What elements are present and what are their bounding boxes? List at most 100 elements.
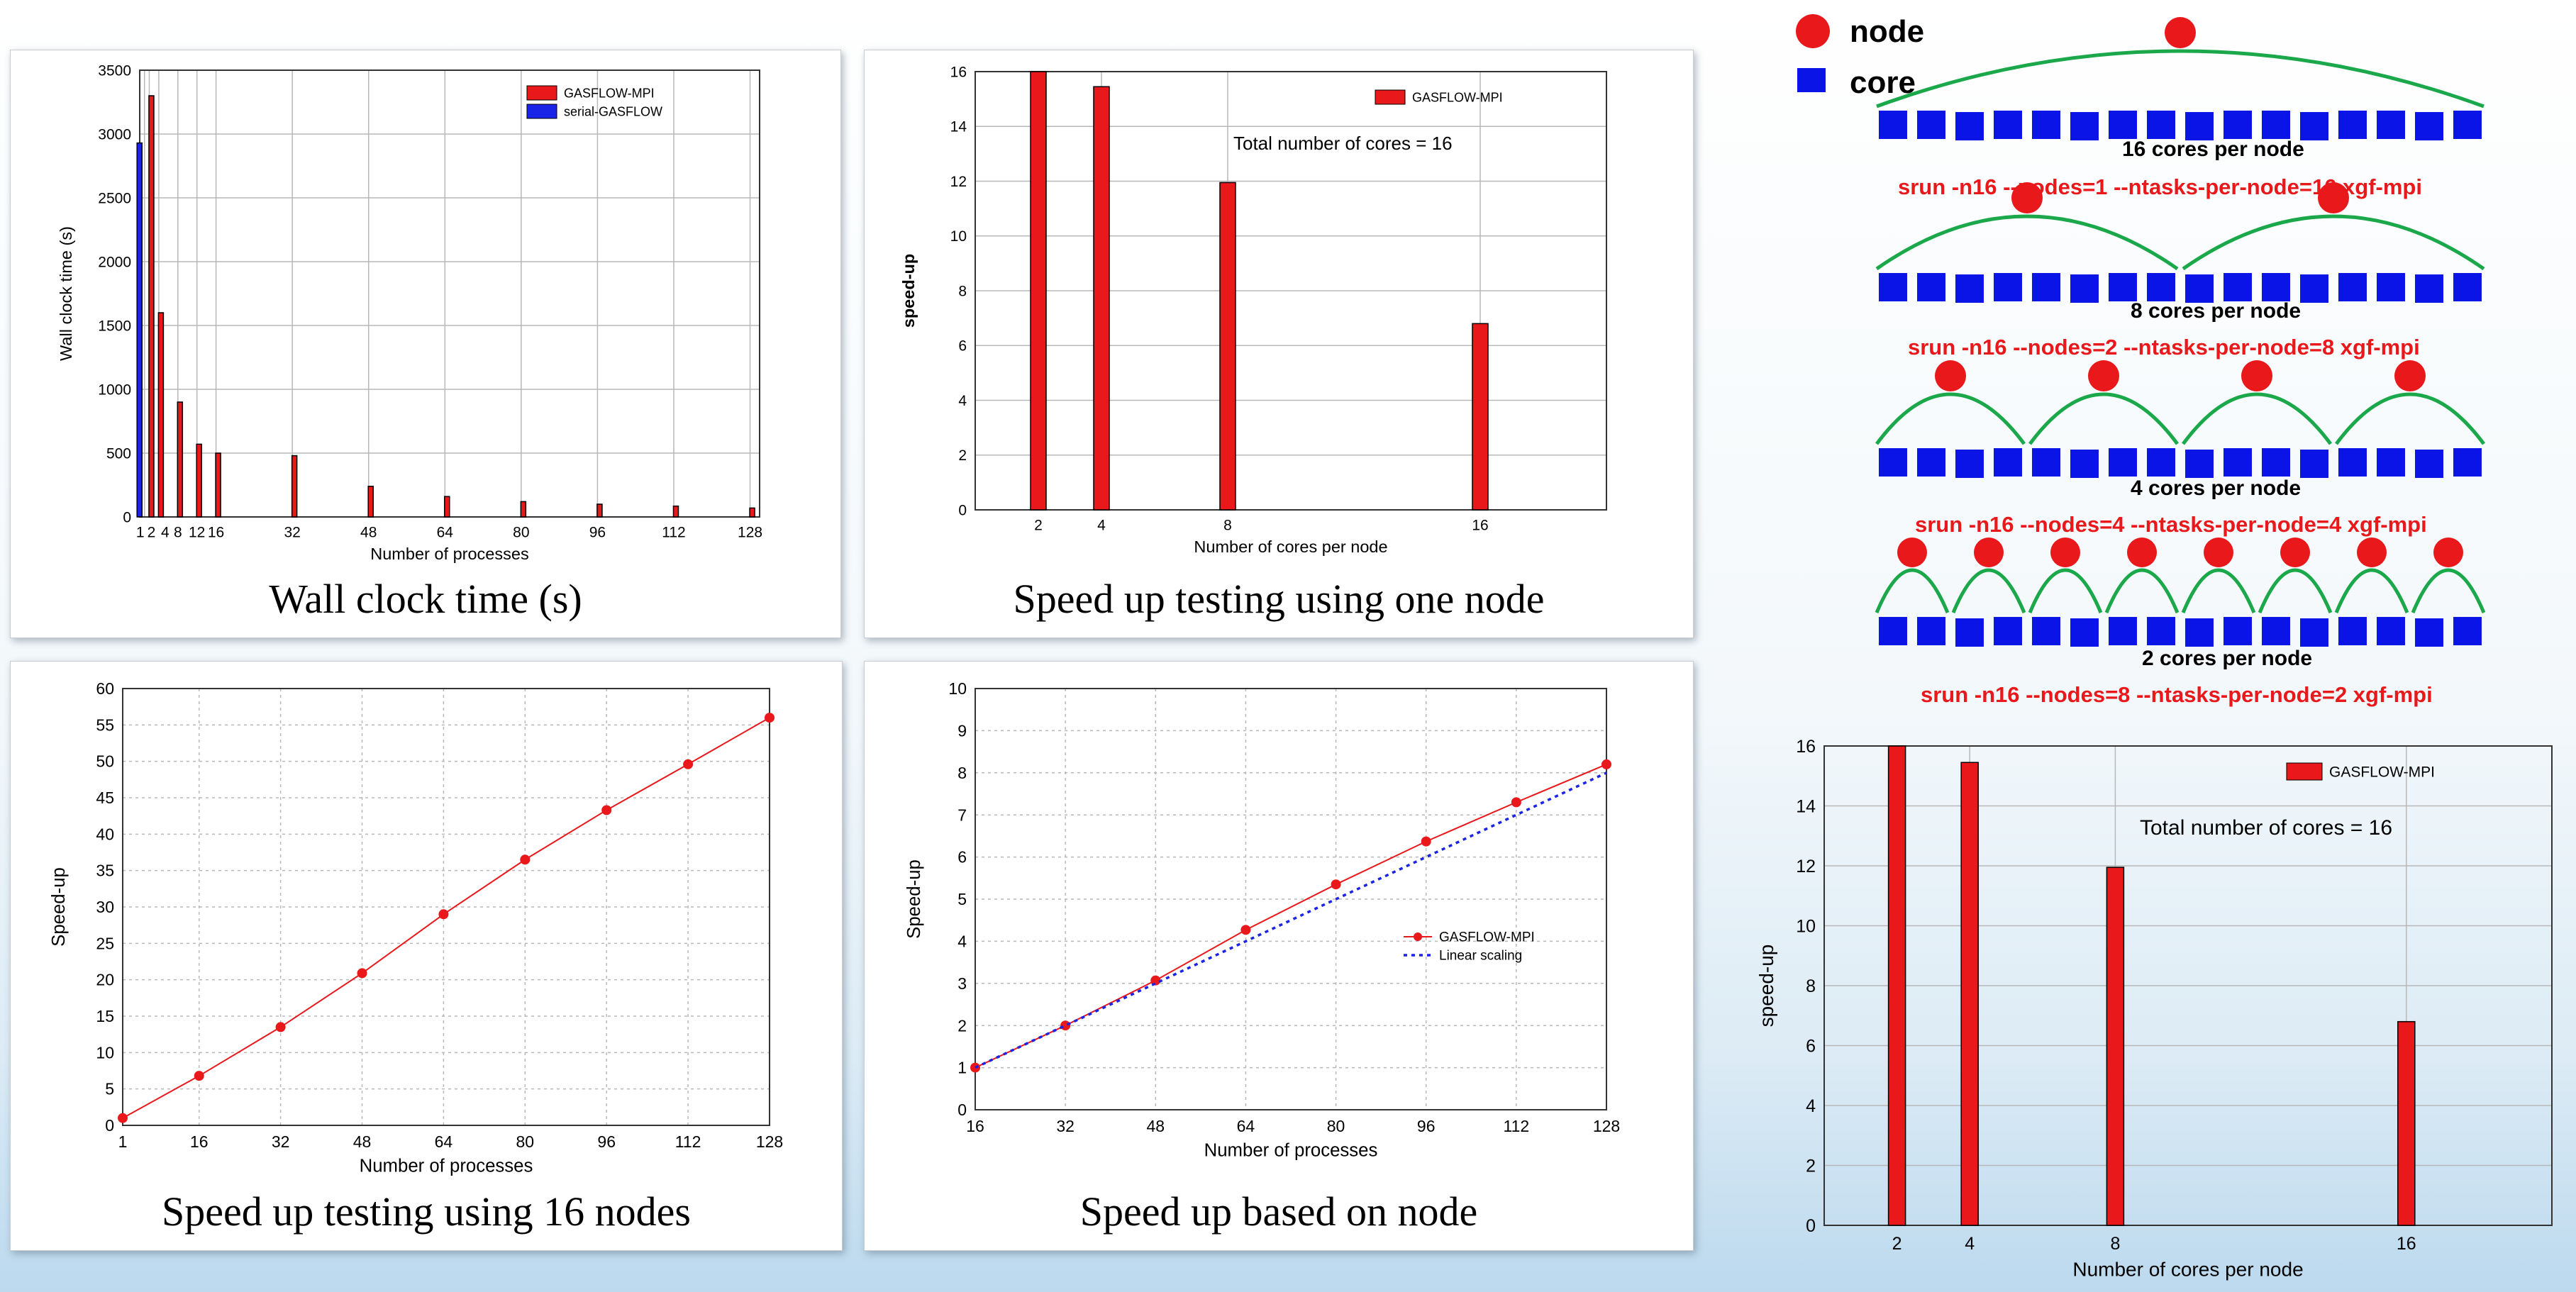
core-square xyxy=(2453,273,2482,301)
node-dot xyxy=(2318,182,2349,214)
core-square xyxy=(1994,617,2022,645)
y-tick-label: 0 xyxy=(123,509,131,525)
speedup-line xyxy=(975,763,1607,1069)
bar-gasflow-mpi xyxy=(520,501,527,518)
config-4-label: 2 cores per node xyxy=(2142,647,2313,670)
core-square xyxy=(2070,112,2099,140)
x-axis-label: Number of processes xyxy=(370,545,529,563)
y-tick-label: 10 xyxy=(950,228,967,245)
core-square xyxy=(2109,448,2137,477)
core-square xyxy=(2032,448,2060,477)
y-tick-label: 12 xyxy=(1796,857,1816,876)
y-tick-label: 8 xyxy=(957,764,967,782)
config-3-command: srun -n16 --nodes=4 --ntasks-per-node=4 … xyxy=(1915,512,2427,537)
data-point xyxy=(683,759,694,769)
y-tick-label: 30 xyxy=(96,898,114,916)
x-tick-label: 16 xyxy=(2397,1234,2416,1254)
y-tick-label: 16 xyxy=(1796,737,1816,757)
legend-label: serial-GASFLOW xyxy=(564,104,662,118)
node-dot xyxy=(2394,360,2426,392)
node-dot xyxy=(2165,17,2196,49)
core-square xyxy=(2262,448,2290,477)
x-tick-label: 2 xyxy=(148,524,156,540)
node-arc xyxy=(1951,568,2026,613)
x-tick-label: 80 xyxy=(1327,1117,1345,1135)
y-tick-label: 14 xyxy=(950,119,967,135)
core-square xyxy=(1955,450,1984,478)
legend-node-icon xyxy=(1796,14,1830,48)
data-point xyxy=(1331,879,1341,890)
x-tick-label: 2 xyxy=(1034,517,1043,533)
x-axis-label: Number of cores per node xyxy=(1194,538,1387,556)
chart-annotation: Total number of cores = 16 xyxy=(2140,816,2392,840)
node-dot xyxy=(2011,182,2043,214)
bar-gasflow-mpi xyxy=(749,507,755,518)
one-node-panel: 0 2 4 6 8 10 12 14 16 2 4 8 16 Number of cores per no… xyxy=(864,50,1694,638)
x-tick-label: 16 xyxy=(1472,517,1488,533)
x-tick-label: 16 xyxy=(966,1117,984,1135)
y-tick-label: 3 xyxy=(957,974,967,993)
x-axis-label: Number of processes xyxy=(1204,1141,1378,1161)
y-tick-label: 2 xyxy=(957,1016,967,1035)
bar-gasflow-mpi xyxy=(672,505,679,518)
core-square xyxy=(2377,448,2405,477)
node-arc xyxy=(2258,568,2333,613)
node-arc xyxy=(2182,214,2485,271)
x-tick-label: 64 xyxy=(1237,1117,1255,1135)
core-square xyxy=(2338,111,2367,139)
y-tick-label: 1500 xyxy=(98,318,131,334)
y-tick-label: 10 xyxy=(96,1043,114,1062)
bar-gasflow-mpi xyxy=(1960,762,1979,1226)
one-node-caption: Speed up testing using one node xyxy=(1013,576,1545,622)
data-point xyxy=(520,854,531,865)
linear-scaling-line xyxy=(975,772,1607,1069)
y-tick-label: 1000 xyxy=(98,382,131,398)
node-dot xyxy=(1974,538,2004,568)
bar-gasflow-mpi xyxy=(2106,867,2125,1226)
x-tick-label: 64 xyxy=(437,524,454,540)
node-arc xyxy=(2181,568,2256,613)
x-tick-label: 112 xyxy=(675,1132,701,1151)
node-dot xyxy=(1935,360,1966,392)
config-1-label: 16 cores per node xyxy=(2122,138,2304,161)
core-square xyxy=(2185,618,2214,647)
y-tick-label: 3500 xyxy=(98,62,131,79)
node-arc xyxy=(2181,392,2333,445)
core-square xyxy=(2147,273,2175,301)
y-tick-label: 25 xyxy=(96,934,114,952)
core-square xyxy=(2109,273,2137,301)
y-tick-label: 2 xyxy=(958,447,967,464)
x-tick-label: 80 xyxy=(513,524,529,540)
y-axis-label: speed-up xyxy=(1755,945,1777,1028)
node-core-diagram: node core 16 cores per node srun -n16 --… xyxy=(1759,0,2576,723)
node-arc xyxy=(2334,392,2486,445)
x-tick-label: 128 xyxy=(738,524,762,540)
y-tick-label: 14 xyxy=(1796,796,1816,816)
y-tick-label: 2500 xyxy=(98,190,131,206)
x-tick-label: 128 xyxy=(756,1132,783,1151)
y-tick-label: 4 xyxy=(958,393,967,409)
y-tick-label: 20 xyxy=(96,971,114,989)
core-square xyxy=(2300,112,2328,140)
y-tick-label: 500 xyxy=(106,445,131,462)
core-square xyxy=(2453,448,2482,477)
core-square xyxy=(2453,617,2482,645)
y-tick-label: 2 xyxy=(1806,1156,1816,1176)
legend-label: GASFLOW-MPI xyxy=(2329,764,2435,780)
y-tick-label: 4 xyxy=(957,932,967,950)
y-tick-label: 45 xyxy=(96,789,114,807)
data-point xyxy=(1511,797,1521,808)
core-square xyxy=(1917,617,1945,645)
x-axis-label: Number of cores per node xyxy=(2072,1258,2303,1280)
core-square xyxy=(2185,112,2214,140)
legend-label: Linear scaling xyxy=(1439,949,1522,964)
data-point xyxy=(1601,759,1611,769)
core-square xyxy=(2224,448,2252,477)
core-square xyxy=(2338,617,2367,645)
legend-node-label: node xyxy=(1850,14,1925,49)
node-dot xyxy=(2357,538,2387,568)
bar-gasflow-mpi xyxy=(444,496,450,518)
core-square xyxy=(2109,617,2137,645)
y-tick-label: 7 xyxy=(957,806,967,824)
y-tick-label: 4 xyxy=(1806,1096,1816,1116)
